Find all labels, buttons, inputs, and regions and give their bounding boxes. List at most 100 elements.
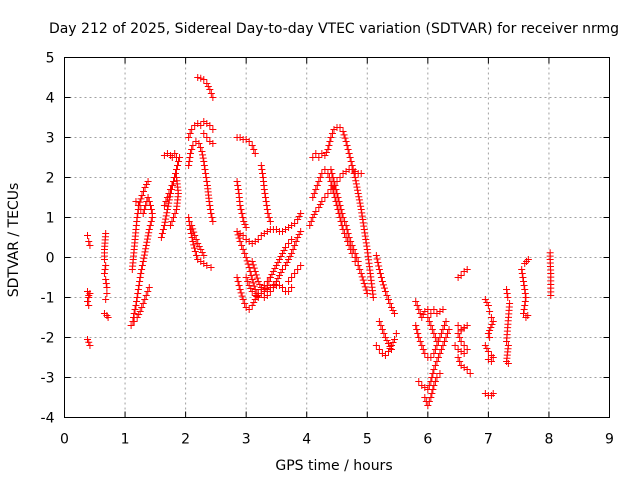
data-point: [174, 162, 182, 169]
data-point: [245, 264, 253, 271]
data-point: [136, 198, 144, 206]
data-point: [244, 278, 252, 285]
data-point: [133, 294, 141, 301]
data-point: [348, 242, 356, 249]
data-point: [243, 257, 251, 265]
data-point: [379, 281, 387, 289]
data-point: [157, 234, 165, 241]
data-point: [318, 198, 326, 205]
data-point: [170, 214, 177, 221]
data-point: [456, 334, 464, 341]
data-point: [248, 288, 256, 295]
data-point: [233, 274, 241, 281]
data-point: [237, 289, 245, 297]
data-point: [143, 238, 151, 246]
data-point: [206, 86, 214, 93]
data-point: [285, 240, 293, 247]
data-point: [429, 370, 437, 377]
data-point: [425, 398, 433, 405]
y-tick-label: 2: [46, 171, 55, 187]
data-point: [186, 130, 194, 137]
y-tick-label: 4: [46, 91, 55, 107]
data-point: [260, 186, 268, 193]
data-point: [203, 262, 211, 269]
data-point: [250, 146, 258, 153]
data-point: [146, 222, 154, 229]
data-point: [142, 292, 150, 299]
data-point: [244, 260, 252, 268]
data-point: [430, 366, 438, 373]
series-s47: [546, 249, 555, 299]
data-point: [236, 202, 244, 209]
data-point: [378, 326, 386, 333]
series-s8: [185, 118, 217, 141]
series-s19: [242, 236, 296, 299]
data-point: [241, 300, 249, 307]
data-point: [518, 266, 526, 273]
data-point: [166, 222, 174, 229]
data-point: [487, 314, 495, 321]
data-point: [133, 298, 141, 305]
data-point: [282, 244, 290, 251]
data-point: [185, 214, 193, 221]
data-point: [316, 201, 324, 208]
data-point: [547, 292, 555, 299]
series-s24: [309, 124, 377, 301]
data-point: [334, 194, 342, 201]
data-point: [200, 130, 208, 137]
data-point: [481, 296, 489, 303]
series-s3: [130, 284, 153, 325]
data-point: [239, 214, 247, 221]
data-point: [336, 124, 344, 131]
data-point: [294, 216, 302, 223]
series-s41: [481, 296, 497, 341]
data-point: [380, 330, 388, 337]
data-point: [269, 284, 277, 291]
data-point: [286, 253, 294, 260]
series-s36: [424, 314, 441, 345]
data-point: [359, 219, 367, 227]
series-s34: [415, 326, 453, 393]
data-point: [188, 126, 196, 133]
series-s4: [132, 194, 156, 217]
x-tick-label: 4: [302, 432, 311, 448]
data-point: [433, 374, 441, 381]
data-point: [521, 298, 529, 305]
data-point: [421, 350, 429, 357]
data-point: [460, 350, 468, 357]
data-point: [139, 258, 147, 265]
data-point: [375, 266, 383, 273]
data-point: [191, 232, 199, 239]
data-point: [521, 286, 529, 293]
data-point: [130, 318, 138, 325]
data-point: [247, 285, 255, 292]
data-point: [325, 142, 333, 149]
data-point: [297, 262, 305, 269]
data-point: [144, 288, 152, 295]
data-point: [391, 336, 399, 343]
data-point: [168, 218, 176, 225]
data-point: [425, 318, 433, 325]
data-point: [389, 339, 397, 346]
data-point: [143, 235, 151, 243]
data-point: [374, 259, 382, 266]
data-point: [346, 154, 354, 161]
series-s35: [421, 370, 444, 409]
data-point: [340, 131, 348, 139]
data-point: [238, 292, 246, 300]
data-point: [142, 245, 150, 253]
data-point: [356, 199, 364, 207]
data-point: [483, 299, 491, 306]
data-point: [131, 306, 139, 313]
data-point: [484, 330, 492, 337]
data-point: [360, 222, 368, 230]
data-point: [160, 202, 168, 209]
data-point: [144, 194, 152, 201]
y-axis-label: SDTVAR / TECUs: [6, 183, 22, 298]
data-point: [291, 242, 299, 249]
data-point: [202, 170, 210, 177]
data-point: [263, 292, 271, 299]
data-point: [242, 254, 250, 261]
data-point: [454, 354, 462, 361]
data-point: [173, 154, 181, 161]
